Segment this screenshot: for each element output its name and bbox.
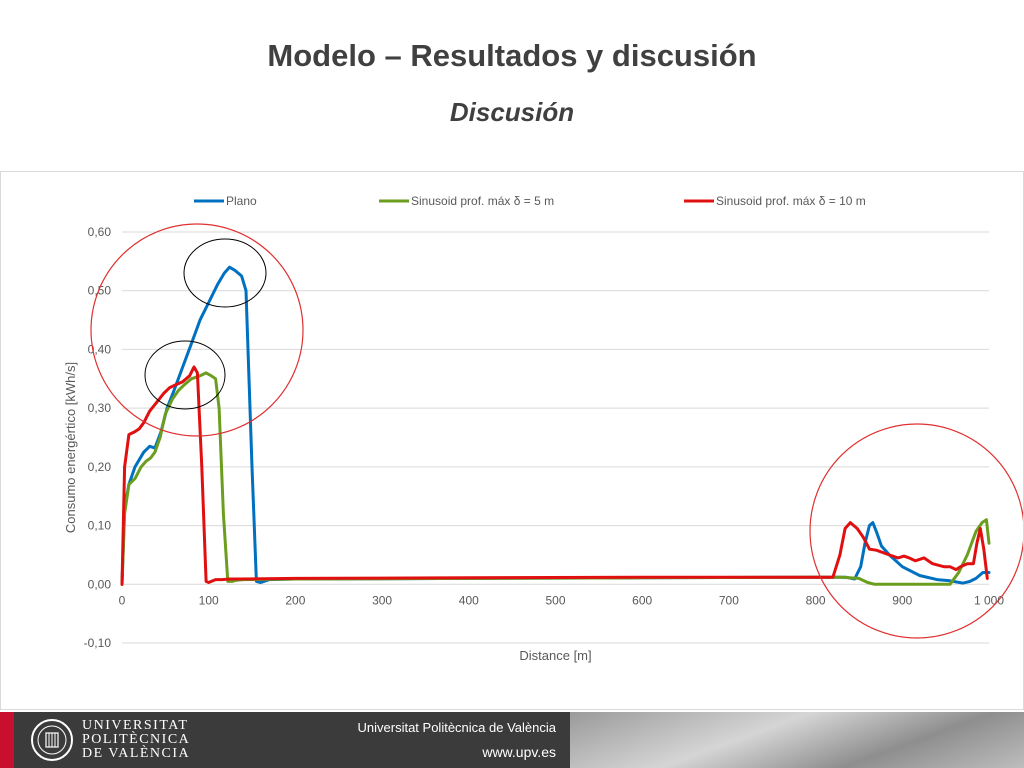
series-line bbox=[120, 265, 991, 586]
y-tick-label: 0,60 bbox=[88, 225, 112, 239]
logo-line-3: DE VALÈNCIA bbox=[82, 746, 191, 761]
footer-logo-area bbox=[14, 712, 584, 768]
y-tick-label: 0,40 bbox=[88, 342, 112, 356]
x-tick-label: 500 bbox=[545, 593, 565, 607]
footer-seal-photo bbox=[570, 712, 1024, 768]
x-tick-label: 900 bbox=[892, 593, 912, 607]
peak-circle-plano bbox=[183, 238, 267, 308]
university-seal-icon bbox=[31, 719, 73, 761]
footer-bar: UNIVERSITAT POLITÈCNICA DE VALÈNCIA Univ… bbox=[0, 712, 1024, 768]
series-line bbox=[120, 371, 991, 586]
highlight-circle-left bbox=[90, 223, 304, 437]
y-tick-label: 0,30 bbox=[88, 401, 112, 415]
footer-institution: Universitat Politècnica de València bbox=[357, 720, 556, 735]
chart-area: -0,10 0,00 0,10 0,20 0,30 0,40 0,50 0,60 0 100 200… bbox=[0, 171, 1024, 710]
y-tick-label: 0,10 bbox=[88, 519, 112, 533]
logo-line-1: UNIVERSITAT bbox=[82, 718, 189, 733]
y-tick-label: 0,50 bbox=[88, 284, 112, 298]
logo-line-2: POLITÈCNICA bbox=[82, 732, 191, 747]
slide-title: Modelo – Resultados y discusión bbox=[267, 38, 757, 73]
university-logo-text: UNIVERSITAT POLITÈCNICA DE VALÈNCIA bbox=[82, 719, 190, 761]
peak-circle-sinusoid bbox=[144, 340, 226, 410]
x-tick-label: 600 bbox=[632, 593, 652, 607]
x-tick-label: 800 bbox=[806, 593, 826, 607]
x-tick-label: 300 bbox=[372, 593, 392, 607]
x-tick-label: 700 bbox=[719, 593, 739, 607]
x-tick-label: 100 bbox=[199, 593, 219, 607]
legend-label: Plano bbox=[226, 194, 257, 208]
series-line bbox=[120, 365, 989, 586]
legend-label: Sinusoid prof. máx δ = 5 m bbox=[411, 194, 554, 208]
line-chart: -0,10 0,00 0,10 0,20 0,30 0,40 0,50 0,60 0 100 200… bbox=[63, 194, 1023, 663]
x-axis-title: Distance [m] bbox=[519, 648, 591, 663]
footer-url-link[interactable]: www.upv.es bbox=[482, 744, 556, 760]
x-tick-label: 200 bbox=[285, 593, 305, 607]
y-tick-label: 0,20 bbox=[88, 460, 112, 474]
highlight-circle-right bbox=[809, 423, 1023, 639]
slide-subtitle: Discusión bbox=[449, 97, 575, 127]
y-tick-label: 0,00 bbox=[88, 577, 112, 591]
y-tick-label: -0,10 bbox=[84, 636, 112, 650]
legend-label: Sinusoid prof. máx δ = 10 m bbox=[716, 194, 866, 208]
x-tick-label: 400 bbox=[459, 593, 479, 607]
y-axis-title: Consumo energértico [kWh/s] bbox=[63, 362, 78, 533]
x-tick-label: 1 000 bbox=[974, 593, 1004, 607]
footer-red-stripe bbox=[0, 712, 14, 768]
x-tick-label: 0 bbox=[119, 593, 126, 607]
footer-text: Universitat Politècnica de València www.… bbox=[358, 716, 556, 764]
